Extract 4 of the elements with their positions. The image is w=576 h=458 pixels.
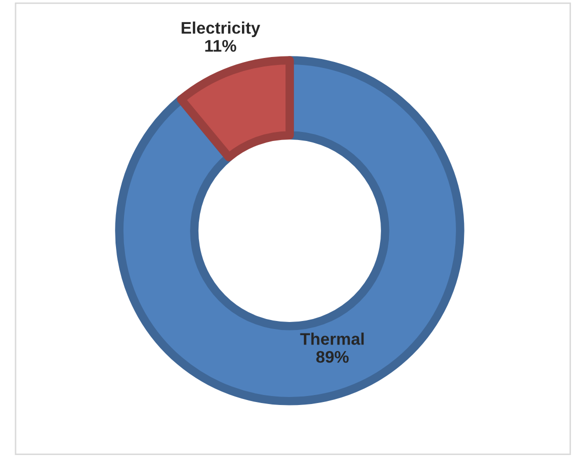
slice-label: Thermal — [300, 332, 364, 345]
data-label: 89% — [316, 351, 349, 363]
slice-label: Electricity — [182, 22, 260, 38]
data-label: 11% — [205, 40, 236, 52]
